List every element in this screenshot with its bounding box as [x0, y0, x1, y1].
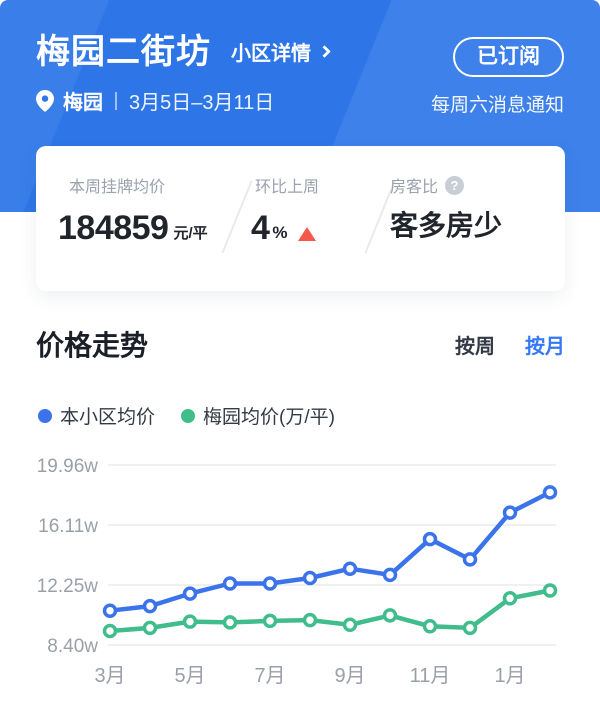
data-point[interactable] [302, 612, 318, 628]
stat-label: 环比上周 [255, 179, 320, 196]
data-point[interactable] [462, 552, 478, 567]
x-axis-label: 9月 [334, 665, 365, 687]
data-point[interactable] [222, 576, 238, 591]
data-point[interactable] [422, 619, 438, 634]
legend-label: 梅园均价(万/平) [203, 407, 335, 428]
data-point[interactable] [102, 603, 118, 618]
legend-dot-green [181, 408, 196, 423]
period-tabs: 按周 按月 [455, 330, 565, 359]
legend-item-district: 梅园均价(万/平) [181, 402, 335, 429]
x-axis-label: 1月 [494, 665, 525, 687]
data-point[interactable] [222, 615, 238, 630]
tab-by-month[interactable]: 按月 [525, 335, 565, 358]
data-point[interactable] [542, 583, 558, 598]
data-point[interactable] [502, 591, 518, 606]
x-axis-label: 11月 [410, 665, 451, 687]
chevron-right-icon [318, 45, 331, 58]
data-point[interactable] [142, 620, 158, 636]
subscribed-button[interactable]: 已订阅 [453, 37, 564, 77]
location-row: 梅园 3月5日–3月11日 [36, 86, 274, 115]
legend-dot-blue [38, 408, 52, 423]
stat-label: 房客比 ? [390, 173, 502, 197]
y-axis-label: 8.40w [47, 636, 98, 657]
stat-value: 客多房少 [390, 210, 503, 242]
price-number: 184859 [58, 209, 169, 247]
date-range: 3月5日–3月11日 [129, 92, 275, 114]
help-question-icon[interactable]: ? [445, 175, 465, 195]
chart-legend: 本小区均价 梅园均价(万/平) [38, 402, 335, 429]
x-axis-label: 3月 [94, 665, 125, 687]
data-point[interactable] [382, 608, 398, 623]
stat-supply-demand: 房客比 ? 客多房少 [390, 173, 502, 242]
stat-value: 184859 元/平 [58, 211, 208, 245]
legend-item-community: 本小区均价 [38, 402, 155, 429]
trend-section-header: 价格走势 按周 按月 [36, 324, 565, 364]
change-number: 4 [251, 209, 270, 247]
stat-week-change: 环比上周 4 % [251, 173, 319, 245]
title-row: 梅园二街坊 小区详情 [36, 24, 331, 73]
data-point[interactable] [462, 620, 478, 636]
data-point[interactable] [422, 531, 438, 547]
price-trend-chart: 8.40w 12.25w 16.11w 19.96w 3月 5月 7月 9月 11月 1月 [37, 456, 558, 687]
x-axis-label: 7月 [254, 665, 285, 687]
percent-sign: % [272, 223, 288, 242]
data-point[interactable] [102, 623, 118, 639]
data-point[interactable] [182, 614, 198, 629]
data-point[interactable] [142, 598, 158, 614]
stat-value: 4 % [251, 211, 319, 245]
supply-demand-text: 客多房少 [390, 210, 503, 241]
notify-text: 每周六消息通知 [430, 95, 564, 116]
data-point[interactable] [262, 576, 278, 591]
community-title: 梅园二街坊 [36, 33, 211, 71]
data-point[interactable] [182, 586, 198, 601]
stat-listing-price: 本周挂牌均价 184859 元/平 [58, 173, 208, 245]
series-line [107, 490, 553, 613]
up-triangle-icon [297, 227, 316, 241]
stat-label-text: 房客比 [390, 179, 439, 196]
y-axis-label: 19.96w [37, 456, 99, 477]
data-point[interactable] [302, 570, 318, 586]
divider [221, 180, 253, 254]
y-axis-label: 16.11w [38, 516, 98, 537]
price-unit: 元/平 [173, 225, 208, 242]
location-pin-icon [36, 89, 54, 112]
section-title: 价格走势 [36, 330, 149, 361]
divider [115, 91, 117, 110]
data-point[interactable] [382, 567, 398, 583]
y-axis-label: 12.25w [37, 576, 99, 597]
details-link-label: 小区详情 [231, 43, 311, 65]
legend-label: 本小区均价 [60, 407, 156, 428]
data-point[interactable] [542, 485, 558, 500]
location-name: 梅园 [63, 92, 103, 114]
data-point[interactable] [502, 505, 518, 520]
x-axis-label: 5月 [174, 665, 205, 687]
stats-card: 本周挂牌均价 184859 元/平 环比上周 4 % 房客比 ? 客多房少 [36, 146, 565, 291]
tab-by-week[interactable]: 按周 [455, 335, 495, 358]
stat-label: 本周挂牌均价 [69, 179, 166, 196]
data-point[interactable] [342, 561, 358, 576]
data-point[interactable] [262, 613, 278, 629]
community-details-link[interactable]: 小区详情 [231, 37, 331, 66]
data-point[interactable] [342, 617, 358, 633]
